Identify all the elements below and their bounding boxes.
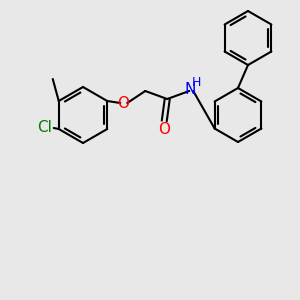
Text: O: O <box>117 95 129 110</box>
Text: O: O <box>158 122 170 136</box>
Text: Cl: Cl <box>37 119 52 134</box>
Text: H: H <box>192 76 201 88</box>
Text: N: N <box>184 82 196 98</box>
